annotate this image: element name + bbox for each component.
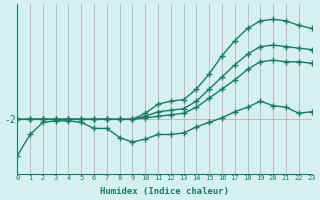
X-axis label: Humidex (Indice chaleur): Humidex (Indice chaleur) bbox=[100, 187, 229, 196]
